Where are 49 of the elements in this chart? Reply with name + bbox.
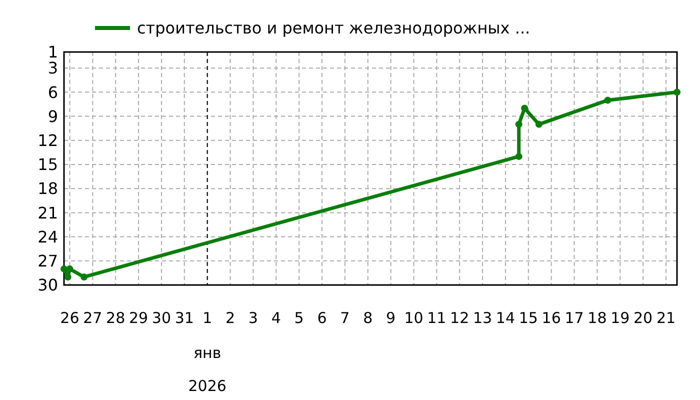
x-tick-label: 21 [656,309,676,327]
x-tick-label: 2 [225,309,236,327]
point [80,273,88,280]
legend-label: строительство и ремонт железнодорожных ... [137,18,530,38]
x-tick-label: 8 [363,309,373,327]
x-tick-label: 29 [128,309,148,327]
point [535,120,542,128]
y-tick-label: 15 [38,155,58,174]
point [515,120,522,128]
y-tick-label: 9 [48,106,58,126]
x-tick-label: 30 [152,309,172,327]
x-tick-label: 5 [294,309,304,327]
point [515,152,522,160]
y-tick-label: 6 [48,82,58,102]
x-tick-label: 17 [564,309,584,327]
x-tick-label: 31 [174,309,194,327]
x-tick-label: 13 [472,309,492,327]
x-tick-label: 12 [450,309,470,327]
x-tick-label: 14 [496,309,516,327]
x-tick-label: 27 [83,309,102,327]
x-tick-label: 19 [610,309,630,327]
x-tick-label: 3 [248,309,258,327]
text: янв [194,344,222,362]
y-tick-label: 30 [38,276,58,295]
x-tick-label: 4 [271,309,281,327]
x-tick-label: 20 [634,309,653,327]
point [66,265,74,272]
x-tick-label: 18 [588,309,607,327]
point [64,273,72,280]
x-tick-label: 7 [340,309,350,327]
y-tick-label: 21 [38,203,58,222]
x-tick-label: 11 [427,309,446,327]
x-tick-label: 28 [106,309,126,327]
x-tick-label: 26 [60,309,80,327]
y-tick-label: 24 [38,227,58,246]
x-tick-label: 15 [518,309,538,327]
point [60,265,68,272]
y-tick-label: 18 [38,179,58,198]
y-tick-label: 12 [38,130,58,150]
point [604,96,612,104]
text: 2026 [188,377,226,395]
x-tick-label: 6 [317,309,327,327]
y-tick-label: 27 [38,251,58,270]
x-tick-label: 16 [542,309,561,327]
x-tick-label: 10 [404,309,424,327]
point [674,88,680,96]
x-tick-label: 9 [386,309,396,327]
point [521,104,528,112]
x-tick-label: 1 [202,309,212,327]
